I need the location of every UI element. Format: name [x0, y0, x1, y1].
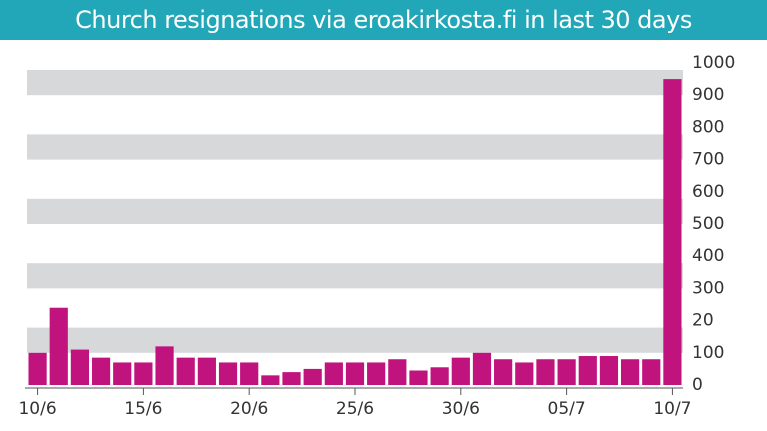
- bar: [70, 349, 90, 385]
- bar: [49, 307, 68, 385]
- bar: [91, 357, 111, 385]
- y-tick-label: 600: [692, 182, 724, 202]
- x-tick-label: 10/7: [653, 399, 691, 419]
- bar: [324, 362, 343, 385]
- grid-band: [27, 263, 683, 289]
- grid-band: [27, 134, 683, 160]
- chart-title: Church resignations via eroakirkosta.fi …: [0, 0, 767, 40]
- bar: [409, 370, 428, 385]
- bar: [176, 357, 195, 385]
- bar: [642, 359, 661, 385]
- bar: [388, 359, 407, 385]
- bar: [599, 356, 619, 385]
- bar: [303, 368, 322, 385]
- bar: [515, 362, 534, 385]
- y-tick-label: 900: [692, 85, 724, 105]
- bar: [620, 359, 640, 385]
- bar: [261, 375, 280, 385]
- y-tick-label: 20: [692, 311, 714, 331]
- bar: [557, 359, 576, 385]
- bar: [578, 356, 597, 385]
- grid-band: [27, 327, 683, 353]
- bar: [282, 372, 301, 385]
- bar: [134, 362, 153, 385]
- x-tick-label: 25/6: [336, 399, 374, 419]
- y-tick-label: 700: [692, 150, 724, 170]
- x-tick-label: 10/6: [18, 399, 56, 419]
- y-tick-label: 400: [692, 246, 724, 266]
- bar: [536, 359, 555, 385]
- grid-band: [27, 70, 683, 96]
- y-tick-label: 0: [692, 375, 703, 395]
- bar: [113, 362, 132, 385]
- y-tick-label: 500: [692, 214, 724, 234]
- x-tick-label: 05/7: [548, 399, 586, 419]
- bar: [155, 346, 174, 385]
- y-tick-label: 800: [692, 117, 724, 137]
- bar: [28, 352, 47, 385]
- x-tick-label: 30/6: [442, 399, 480, 419]
- bar: [197, 357, 216, 385]
- bar: [345, 362, 365, 385]
- x-tick-label: 20/6: [230, 399, 268, 419]
- x-tick-label: 15/6: [124, 399, 162, 419]
- y-tick-label: 100: [692, 343, 724, 363]
- bar: [472, 352, 492, 385]
- bar: [367, 362, 386, 385]
- bar: [218, 362, 238, 385]
- bar: [663, 79, 682, 385]
- bar: [494, 359, 513, 385]
- bar: [430, 367, 449, 385]
- bar: [451, 357, 470, 385]
- bar: [240, 362, 259, 385]
- y-tick-label: 300: [692, 278, 724, 298]
- grid-band: [27, 198, 683, 224]
- y-tick-label: 1000: [692, 53, 735, 73]
